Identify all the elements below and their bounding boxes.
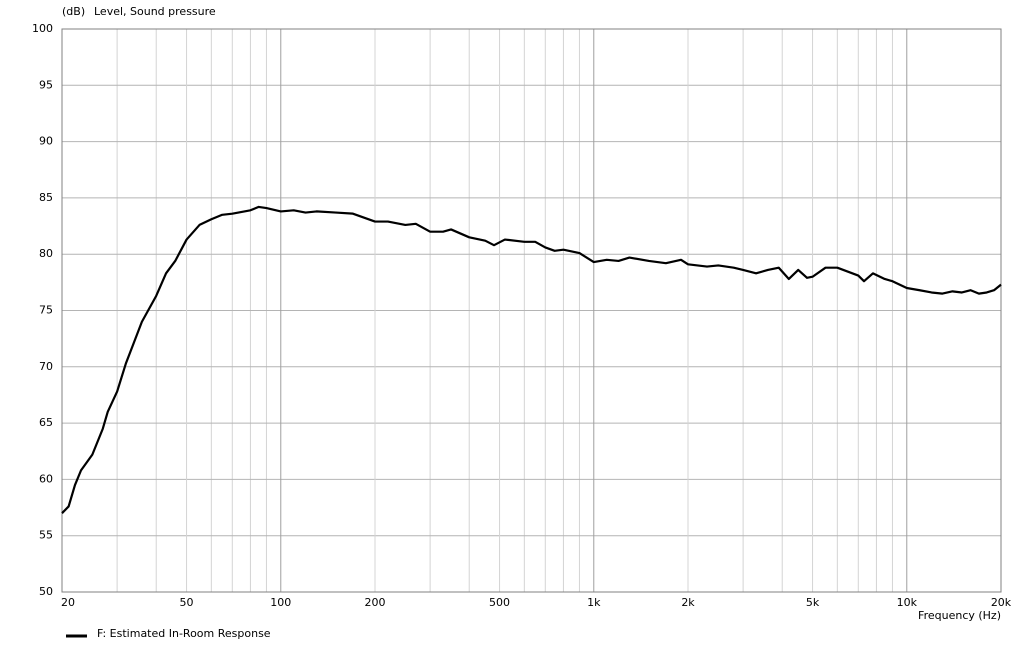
data-line	[61, 205, 1002, 514]
y-tick-label: 85	[39, 191, 53, 204]
x-tick-label: 10k	[897, 596, 918, 609]
y-tick-label: 60	[39, 472, 53, 485]
x-tick-label: 2k	[681, 596, 695, 609]
y-tick-label: 90	[39, 135, 53, 148]
x-tick-label: 1k	[587, 596, 601, 609]
y-tick-label: 70	[39, 360, 53, 373]
y-tick-label: 55	[39, 529, 53, 542]
x-tick-label: 20	[61, 596, 75, 609]
x-axis-label: Frequency (Hz)	[918, 609, 1001, 622]
y-tick-label: 65	[39, 416, 53, 429]
y-tick-label: 100	[32, 22, 53, 35]
x-tick-label: 20k	[991, 596, 1012, 609]
plot-border	[61, 28, 1002, 593]
x-tick-label: 100	[270, 596, 291, 609]
y-tick-label: 80	[39, 247, 53, 260]
x-tick-label: 5k	[806, 596, 820, 609]
y-unit: (dB)	[62, 5, 85, 18]
legend-label: F: Estimated In-Room Response	[97, 627, 271, 640]
y-tick-label: 75	[39, 304, 53, 317]
x-tick-label: 200	[365, 596, 386, 609]
y-tick-label: 95	[39, 78, 53, 91]
y-tick-label: 50	[39, 585, 53, 598]
x-tick-label: 50	[180, 596, 194, 609]
x-tick-label: 500	[489, 596, 510, 609]
y-axis-label: Level, Sound pressure	[94, 5, 216, 18]
